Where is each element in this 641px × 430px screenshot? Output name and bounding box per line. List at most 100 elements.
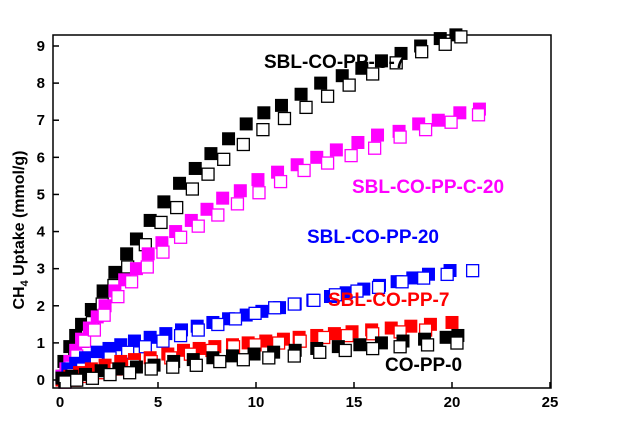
data-point-desorption — [416, 271, 431, 285]
data-point-desorption — [230, 197, 245, 211]
data-point-desorption — [252, 186, 266, 200]
data-point-desorption — [211, 208, 225, 222]
data-point-adsorption — [445, 315, 459, 329]
data-point-desorption — [262, 351, 276, 365]
y-axis: 0 1 2 3 4 5 6 7 8 9 — [37, 38, 59, 389]
data-point-desorption — [342, 78, 356, 92]
y-tick-label: 2 — [37, 298, 45, 315]
data-point-desorption — [465, 264, 480, 278]
x-tick-label: 25 — [542, 394, 559, 411]
series-label: SBL-CO-PP-C-20 — [352, 177, 504, 198]
y-tick-label: 9 — [37, 38, 45, 55]
data-point-adsorption — [204, 147, 218, 161]
data-point-desorption — [70, 373, 84, 387]
data-point-desorption — [277, 111, 292, 126]
data-point-desorption — [154, 215, 168, 230]
y-tick-label: 8 — [37, 75, 45, 92]
x-tick-label: 10 — [248, 394, 265, 411]
data-point-desorption — [344, 148, 358, 163]
data-point-desorption — [328, 288, 343, 302]
data-point-desorption — [340, 328, 354, 343]
x-axis: 0 5 10 15 20 25 — [56, 382, 559, 411]
series-4 — [55, 328, 465, 389]
data-point-desorption — [111, 289, 125, 304]
data-point-adsorption — [141, 247, 155, 261]
x-tick-label: 0 — [56, 394, 64, 411]
data-point-desorption — [170, 200, 184, 215]
data-point-desorption — [320, 89, 335, 103]
data-point-desorption — [371, 280, 386, 295]
data-point-desorption — [418, 122, 433, 137]
data-point-desorption — [236, 353, 250, 367]
plot-frame — [52, 34, 552, 389]
data-point-desorption — [77, 334, 92, 348]
data-point-desorption — [367, 141, 382, 155]
data-point-desorption — [366, 67, 380, 81]
data-point-desorption — [87, 323, 102, 337]
data-point-desorption — [228, 312, 243, 326]
data-point-adsorption — [371, 128, 385, 142]
y-tick-label: 3 — [37, 261, 45, 278]
data-point-adsorption — [188, 161, 202, 175]
data-point-desorption — [320, 156, 335, 170]
data-point-desorption — [85, 371, 100, 385]
data-point-desorption — [471, 108, 486, 122]
data-point-desorption — [211, 317, 225, 332]
y-tick-label: 6 — [37, 149, 45, 166]
data-marks — [55, 28, 486, 389]
data-point-desorption — [189, 358, 203, 372]
x-tick-label: 15 — [346, 394, 363, 411]
data-point-desorption — [124, 275, 139, 289]
data-point-desorption — [248, 306, 262, 320]
data-point-desorption — [297, 163, 311, 178]
data-point-adsorption — [108, 265, 122, 279]
data-point-desorption — [444, 115, 458, 129]
data-point-desorption — [393, 340, 407, 354]
data-point-desorption — [440, 267, 454, 282]
data-point-desorption — [395, 275, 409, 289]
x-tick-label: 5 — [154, 394, 162, 411]
data-point-desorption — [438, 37, 452, 51]
data-point-desorption — [273, 174, 288, 189]
y-tick-label: 7 — [37, 112, 45, 129]
data-point-desorption — [389, 56, 403, 70]
data-point-adsorption — [222, 132, 236, 146]
y-tick-label: 1 — [37, 335, 45, 352]
data-point-adsorption — [216, 191, 230, 205]
data-point-desorption — [307, 293, 321, 308]
data-point-desorption — [393, 130, 407, 144]
y-axis-title: CH4 Uptake (mmol/g) — [11, 150, 31, 309]
data-point-adsorption — [257, 106, 271, 120]
data-point-adsorption — [294, 87, 308, 101]
y-axis-title-post: Uptake (mmol/g) — [11, 150, 28, 280]
data-point-desorption — [450, 336, 464, 350]
series-label: SBL-CO-PP-20 — [307, 227, 439, 248]
data-point-adsorption — [431, 113, 445, 127]
data-point-adsorption — [120, 247, 134, 261]
data-point-desorption — [236, 137, 250, 152]
data-point-desorption — [185, 182, 200, 196]
y-tick-label: 5 — [37, 186, 45, 203]
data-point-desorption — [313, 345, 327, 359]
data-point-desorption — [338, 343, 352, 358]
y-axis-title-sub: 4 — [19, 279, 31, 286]
data-point-desorption — [173, 230, 188, 244]
y-tick-label: 4 — [37, 224, 46, 241]
data-point-desorption — [287, 297, 301, 311]
data-point-adsorption — [233, 184, 247, 198]
data-point-desorption — [58, 375, 72, 389]
data-point-desorption — [144, 362, 158, 376]
y-tick-label: 0 — [37, 372, 45, 389]
data-point-desorption — [103, 367, 117, 382]
data-point-desorption — [191, 323, 205, 337]
data-point-adsorption — [274, 98, 288, 112]
data-point-desorption — [173, 328, 188, 343]
data-point-desorption — [287, 349, 301, 363]
series-label: SBL-CO-PP-7 — [328, 290, 449, 311]
data-point-desorption — [420, 338, 435, 352]
series-labels: SBL-CO-PP-C-7 SBL-CO-PP-C-20 SBL-CO-PP-20 S… — [264, 52, 504, 376]
data-point-desorption — [213, 354, 227, 369]
data-point-adsorption — [329, 143, 343, 157]
data-point-desorption — [140, 260, 154, 274]
